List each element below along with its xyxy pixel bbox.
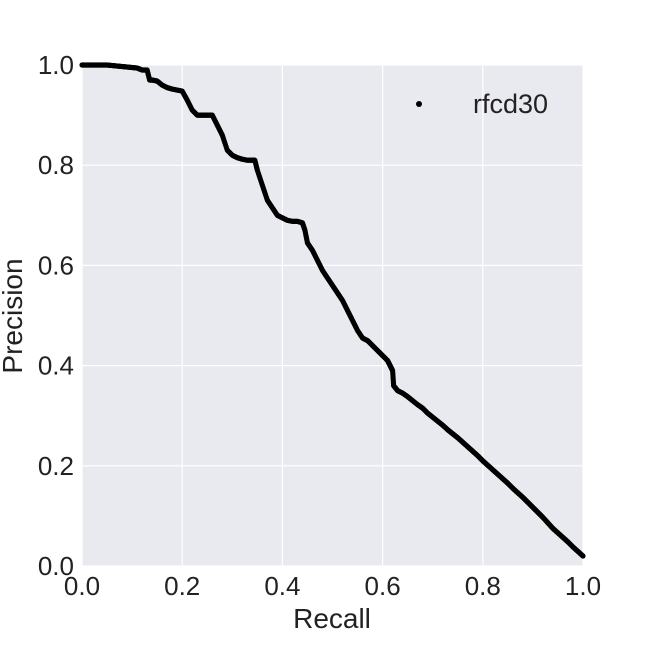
y-tick-label: 0.2 — [38, 451, 74, 481]
legend-marker-rfcd30 — [416, 101, 422, 107]
plot-area — [82, 65, 583, 566]
x-tick-labels: 0.0 0.2 0.4 0.6 0.8 1.0 — [64, 571, 601, 601]
y-tick-label: 1.0 — [38, 50, 74, 80]
y-tick-label: 0.4 — [38, 351, 74, 381]
x-tick-label: 0.0 — [64, 571, 100, 601]
data-point — [580, 553, 586, 559]
y-tick-label: 0.8 — [38, 150, 74, 180]
y-tick-labels: 0.0 0.2 0.4 0.6 0.8 1.0 — [38, 50, 74, 581]
y-axis-label: Precision — [0, 258, 28, 373]
grid-lines — [81, 64, 584, 567]
x-axis-label: Recall — [293, 603, 371, 634]
legend-label-rfcd30: rfcd30 — [473, 89, 548, 119]
legend: rfcd30 — [416, 89, 548, 119]
x-tick-label: 0.4 — [264, 571, 300, 601]
y-tick-label: 0.0 — [38, 551, 74, 581]
x-tick-label: 1.0 — [565, 571, 601, 601]
y-tick-label: 0.6 — [38, 250, 74, 280]
x-tick-label: 0.2 — [164, 571, 200, 601]
x-tick-label: 0.6 — [365, 571, 401, 601]
data-points-rfcd30 — [79, 62, 586, 559]
x-tick-label: 0.8 — [465, 571, 501, 601]
